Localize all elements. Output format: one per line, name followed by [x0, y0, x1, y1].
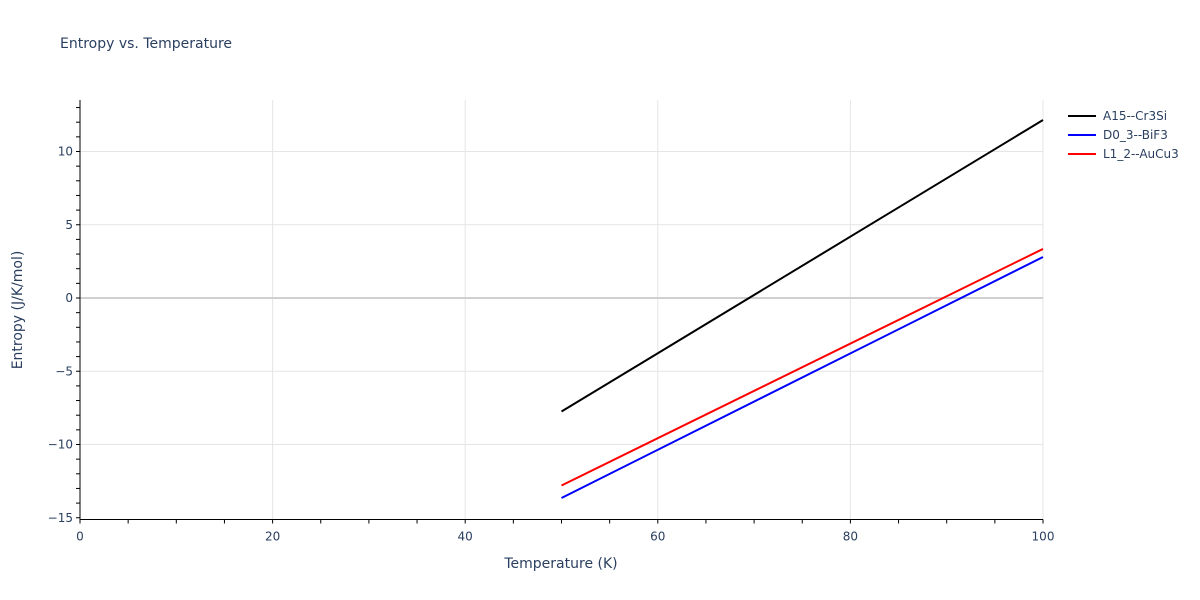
- legend-item[interactable]: D0_3--BiF3: [1068, 125, 1179, 144]
- series-line[interactable]: [561, 256, 1044, 499]
- data-lines: [560, 119, 1044, 499]
- y-axis-title: Entropy (J/K/mol): [10, 251, 26, 370]
- x-tick-label: 40: [458, 530, 473, 544]
- series-line[interactable]: [561, 248, 1044, 487]
- legend-line-icon: [1068, 133, 1096, 136]
- legend-label: D0_3--BiF3: [1103, 127, 1168, 142]
- chart-title: Entropy vs. Temperature: [60, 36, 233, 52]
- legend-item[interactable]: L1_2--AuCu3: [1068, 144, 1179, 163]
- legend: A15--Cr3Si D0_3--BiF3 L1_2--AuCu3: [1068, 106, 1179, 163]
- legend-item[interactable]: A15--Cr3Si: [1068, 106, 1179, 125]
- y-tick-label: −15: [48, 511, 73, 525]
- x-tick-label: 20: [265, 530, 280, 544]
- x-tick-label: 100: [1032, 530, 1055, 544]
- x-tick-label: 80: [843, 530, 858, 544]
- legend-line-icon: [1068, 152, 1096, 155]
- y-tick-label: 5: [65, 218, 73, 232]
- y-tick-label: −10: [48, 438, 73, 452]
- y-tick-label: −5: [55, 364, 73, 378]
- legend-label: A15--Cr3Si: [1103, 108, 1168, 123]
- x-tick-label: 0: [76, 530, 84, 544]
- series-line[interactable]: [560, 119, 1044, 413]
- x-tick-label: 60: [650, 530, 665, 544]
- y-tick-label: 0: [65, 291, 73, 305]
- legend-label: L1_2--AuCu3: [1103, 146, 1179, 161]
- legend-line-icon: [1068, 114, 1096, 117]
- grid-lines: [80, 100, 1044, 520]
- y-tick-label: 10: [58, 145, 73, 159]
- x-axis-title: Temperature (K): [503, 556, 617, 572]
